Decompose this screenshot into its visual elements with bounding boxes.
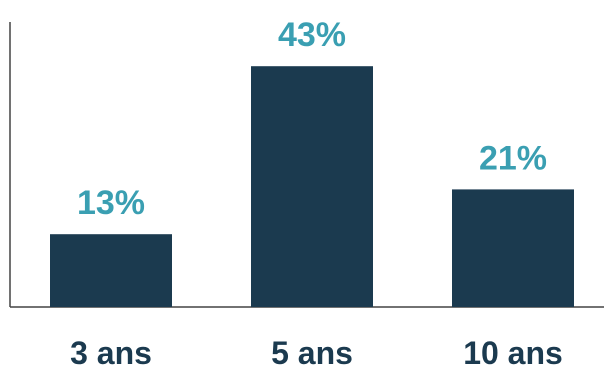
bar-5-ans [251, 66, 373, 307]
bar-10-ans [452, 189, 574, 307]
labels-group: 13% 3 ans 43% 5 ans 21% 10 ans [70, 16, 563, 367]
data-label-5-ans: 43% [278, 16, 346, 54]
data-label-3-ans: 13% [77, 184, 145, 222]
bar-3-ans [50, 234, 172, 307]
x-tick-label-10-ans: 10 ans [463, 335, 563, 367]
x-tick-label-5-ans: 5 ans [271, 335, 353, 367]
data-label-10-ans: 21% [479, 139, 547, 177]
bars-group [50, 66, 574, 307]
x-tick-label-3-ans: 3 ans [70, 335, 152, 367]
